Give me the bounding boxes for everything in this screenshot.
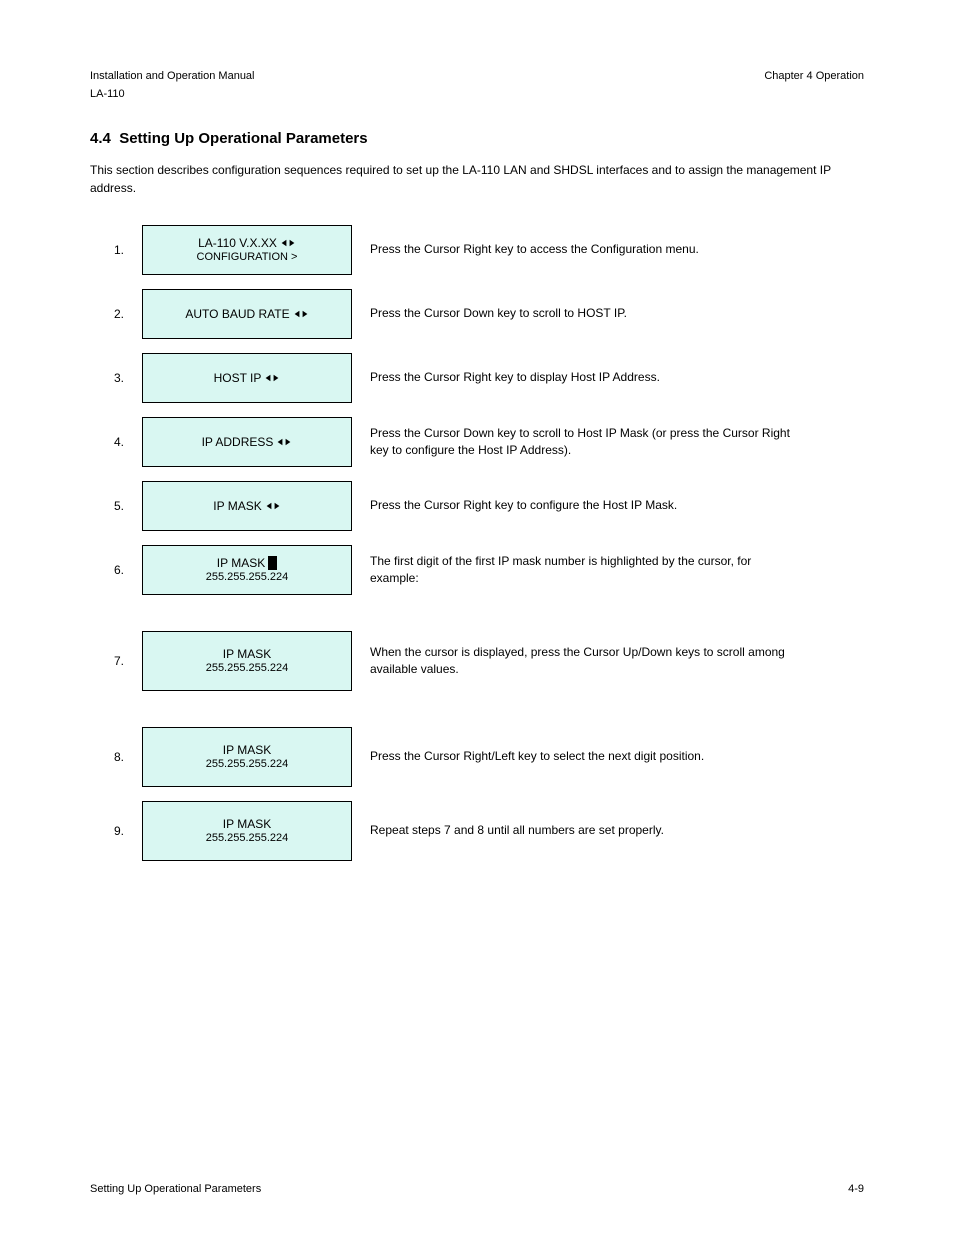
chapter-label: Chapter 4 Operation bbox=[764, 70, 864, 82]
step-description: Press the Cursor Right key to display Ho… bbox=[370, 369, 660, 386]
step-description: Press the Cursor Right key to configure … bbox=[370, 497, 677, 514]
lcd-display: IP ADDRESS bbox=[142, 417, 352, 467]
lcd-line-1: AUTO BAUD RATE bbox=[185, 307, 308, 321]
page-header: Installation and Operation Manual Chapte… bbox=[90, 70, 864, 82]
step-index: 6. bbox=[90, 563, 124, 577]
step-description: Repeat steps 7 and 8 until all numbers a… bbox=[370, 822, 664, 839]
lcd-line-2: 255.255.255.224 bbox=[206, 571, 289, 584]
manual-title: Installation and Operation Manual bbox=[90, 70, 255, 82]
step-row: 6. IP MASK255.255.255.224 The first digit … bbox=[90, 545, 864, 595]
step-index: 9. bbox=[90, 824, 124, 838]
left-right-arrows-icon bbox=[276, 437, 292, 447]
step-index: 1. bbox=[90, 243, 124, 257]
lcd-display: AUTO BAUD RATE bbox=[142, 289, 352, 339]
step-index: 4. bbox=[90, 435, 124, 449]
model-label: LA-110 bbox=[90, 88, 864, 100]
section-title: 4.4 Setting Up Operational Parameters bbox=[90, 130, 864, 147]
step-index: 7. bbox=[90, 654, 124, 668]
lcd-display: LA-110 V.X.XXCONFIGURATION > bbox=[142, 225, 352, 275]
step-index: 5. bbox=[90, 499, 124, 513]
step-row: 1. LA-110 V.X.XXCONFIGURATION > Press the … bbox=[90, 225, 864, 275]
lcd-line-1: IP MASK bbox=[213, 499, 280, 513]
steps-list: 1. LA-110 V.X.XXCONFIGURATION > Press the … bbox=[90, 225, 864, 875]
step-index: 8. bbox=[90, 750, 124, 764]
lcd-display: IP MASK255.255.255.224 bbox=[142, 631, 352, 691]
lcd-display: IP MASK255.255.255.224 bbox=[142, 545, 352, 595]
page: Installation and Operation Manual Chapte… bbox=[0, 0, 954, 1235]
step-row: 3. HOST IP Press the Cursor Right key to d… bbox=[90, 353, 864, 403]
lcd-line-2: 255.255.255.224 bbox=[206, 832, 289, 845]
lcd-display: IP MASK bbox=[142, 481, 352, 531]
left-right-arrows-icon bbox=[280, 238, 296, 248]
step-description: The first digit of the first IP mask num… bbox=[370, 553, 800, 588]
step-row: 8. IP MASK255.255.255.224 Press the Cursor… bbox=[90, 727, 864, 787]
step-row: 9. IP MASK255.255.255.224 Repeat steps 7 a… bbox=[90, 801, 864, 861]
lcd-line-1: LA-110 V.X.XX bbox=[198, 236, 296, 250]
lcd-display: IP MASK255.255.255.224 bbox=[142, 801, 352, 861]
footer-right: 4-9 bbox=[848, 1183, 864, 1195]
page-footer: Setting Up Operational Parameters 4-9 bbox=[90, 1183, 864, 1195]
step-description: Press the Cursor Right/Left key to selec… bbox=[370, 748, 704, 765]
step-index: 3. bbox=[90, 371, 124, 385]
lcd-line-1: IP MASK bbox=[217, 556, 277, 570]
lcd-line-1: IP MASK bbox=[223, 743, 271, 757]
step-row: 5. IP MASK Press the Cursor Right key to c… bbox=[90, 481, 864, 531]
lcd-line-1: IP ADDRESS bbox=[202, 435, 293, 449]
footer-left: Setting Up Operational Parameters bbox=[90, 1183, 261, 1195]
lcd-line-2: CONFIGURATION > bbox=[197, 251, 298, 264]
step-index: 2. bbox=[90, 307, 124, 321]
lcd-display: HOST IP bbox=[142, 353, 352, 403]
lcd-line-1: HOST IP bbox=[214, 371, 281, 385]
left-right-arrows-icon bbox=[265, 501, 281, 511]
lcd-line-2: 255.255.255.224 bbox=[206, 758, 289, 771]
step-description: Press the Cursor Down key to scroll to H… bbox=[370, 305, 627, 322]
left-right-arrows-icon bbox=[293, 309, 309, 319]
step-row: 2. AUTO BAUD RATE Press the Cursor Down ke… bbox=[90, 289, 864, 339]
lcd-display: IP MASK255.255.255.224 bbox=[142, 727, 352, 787]
step-description: Press the Cursor Right key to access the… bbox=[370, 241, 699, 258]
step-description: Press the Cursor Down key to scroll to H… bbox=[370, 425, 800, 460]
step-row: 7. IP MASK255.255.255.224 When the cursor … bbox=[90, 631, 864, 691]
left-right-arrows-icon bbox=[264, 373, 280, 383]
section-intro: This section describes configuration seq… bbox=[90, 161, 850, 197]
lcd-line-2: 255.255.255.224 bbox=[206, 662, 289, 675]
cursor-block-icon bbox=[268, 556, 277, 570]
step-description: When the cursor is displayed, press the … bbox=[370, 644, 800, 679]
step-row: 4. IP ADDRESS Press the Cursor Down key to… bbox=[90, 417, 864, 467]
lcd-line-1: IP MASK bbox=[223, 647, 271, 661]
lcd-line-1: IP MASK bbox=[223, 817, 271, 831]
